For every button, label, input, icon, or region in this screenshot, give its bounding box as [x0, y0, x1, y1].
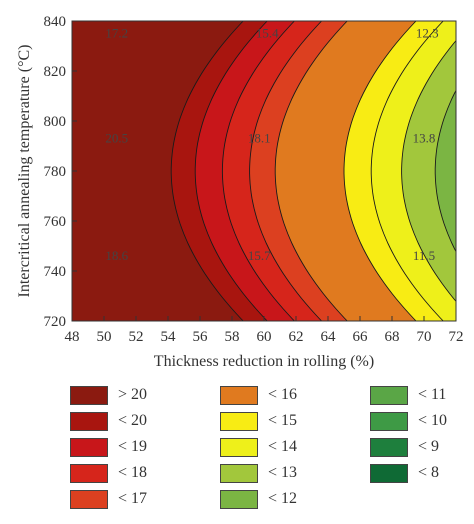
legend-swatch [220, 411, 258, 431]
contour-band-lt-11 [469, 0, 474, 359]
x-tick-label: 48 [65, 329, 80, 345]
contour-label: 18.1 [248, 131, 271, 146]
legend-item: < 12 [220, 489, 297, 509]
legend-label: < 9 [418, 438, 440, 455]
x-axis-ticks: 48 50 52 54 56 58 60 62 64 66 68 70 72 [65, 316, 464, 345]
x-tick-label: 50 [97, 329, 112, 345]
legend-swatch [220, 437, 258, 457]
legend-swatch [220, 385, 258, 405]
x-tick-label: 56 [193, 329, 209, 345]
legend-item: > 20 [70, 385, 147, 405]
y-axis-title: Intercritical annealing temperature (°C) [16, 45, 33, 298]
contour-label: 13.8 [413, 131, 436, 146]
legend-item: < 9 [370, 437, 439, 457]
y-tick-label: 720 [44, 314, 67, 330]
legend-item: < 10 [370, 411, 447, 431]
legend-swatch [220, 489, 258, 509]
legend-swatch [70, 463, 108, 483]
legend-swatch [370, 463, 408, 483]
legend-swatch [370, 437, 408, 457]
contour-label: 12.3 [416, 26, 439, 41]
contour-label: 11.5 [413, 248, 435, 263]
legend-label: < 18 [118, 464, 148, 481]
legend-label: < 11 [418, 386, 447, 403]
legend-item: < 11 [370, 385, 446, 405]
legend-label: < 16 [268, 386, 298, 403]
x-tick-label: 62 [289, 329, 304, 345]
contour-label: 20.5 [105, 131, 128, 146]
legend-label: < 10 [418, 412, 448, 429]
x-tick-label: 72 [449, 329, 464, 345]
legend-label: < 15 [268, 412, 298, 429]
legend-item: < 18 [70, 463, 147, 483]
x-tick-label: 66 [353, 329, 369, 345]
contour-band-lt-13 [401, 39, 456, 303]
legend-label: < 12 [268, 490, 298, 507]
contour-label: 18.6 [105, 248, 128, 263]
legend-item: < 16 [220, 385, 297, 405]
x-tick-label: 54 [161, 329, 177, 345]
x-tick-label: 60 [257, 329, 272, 345]
contour-bands [170, 0, 474, 359]
x-tick-label: 58 [225, 329, 240, 345]
x-tick-label: 68 [385, 329, 400, 345]
contour-labels: 17.2 15.4 12.3 20.5 18.1 13.8 18.6 15.7 11.5 [105, 26, 438, 264]
y-tick-label: 800 [44, 114, 67, 130]
y-axis-ticks: 720 740 760 780 800 820 840 [44, 14, 77, 330]
legend-item: < 14 [220, 437, 297, 457]
contour-label: 15.7 [248, 248, 271, 263]
legend-item: < 15 [220, 411, 297, 431]
y-tick-label: 820 [44, 64, 67, 80]
legend-item: < 19 [70, 437, 147, 457]
contour-chart: 17.2 15.4 12.3 20.5 18.1 13.8 18.6 15.7 11.5 48 5… [16, 0, 474, 370]
legend-swatch [70, 489, 108, 509]
legend-swatch [70, 411, 108, 431]
legend-swatch [70, 437, 108, 457]
y-tick-label: 760 [44, 214, 67, 230]
legend-label: < 20 [118, 412, 148, 429]
y-tick-label: 740 [44, 264, 67, 280]
legend-label: < 19 [118, 438, 148, 455]
legend-swatch [70, 385, 108, 405]
x-tick-label: 64 [321, 329, 337, 345]
legend-item: < 20 [70, 411, 147, 431]
x-axis-title: Thickness reduction in rolling (%) [154, 353, 374, 370]
legend-swatch [220, 463, 258, 483]
legend-item: < 8 [370, 463, 439, 483]
x-tick-label: 70 [417, 329, 432, 345]
legend-label: < 14 [268, 438, 298, 455]
legend-swatch [370, 411, 408, 431]
legend-label: > 20 [118, 386, 148, 403]
legend-label: < 13 [268, 464, 298, 481]
legend-item: < 17 [70, 489, 147, 509]
contour-label: 15.4 [256, 26, 279, 41]
contour-label: 17.2 [105, 26, 128, 41]
legend-swatch [370, 385, 408, 405]
legend-item: < 13 [220, 463, 297, 483]
contour-band-lt-12 [434, 89, 456, 253]
legend: > 20 < 20 < 19 < 18 < 17 < 16 < 15 < 14 < 13 < 12… [70, 376, 474, 524]
legend-label: < 17 [118, 490, 148, 507]
legend-label: < 8 [418, 464, 440, 481]
x-tick-label: 52 [129, 329, 144, 345]
y-tick-label: 840 [44, 14, 67, 30]
y-tick-label: 780 [44, 164, 67, 180]
